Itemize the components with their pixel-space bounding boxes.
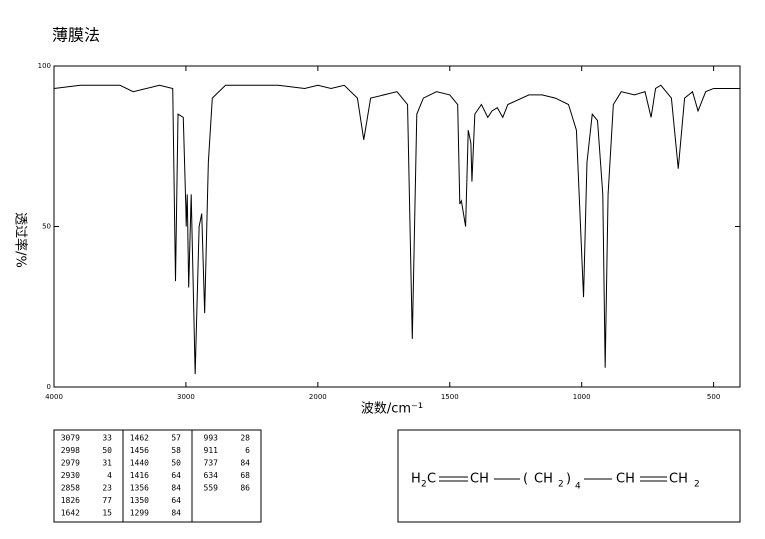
wavenumber: 737 [204,459,219,468]
wavenumber: 1462 [130,434,149,443]
wavenumber: 634 [204,471,219,480]
transmittance: 6 [245,446,250,455]
transmittance: 28 [240,434,250,443]
wavenumber: 1826 [61,496,80,505]
wavenumber: 1642 [61,509,80,518]
paren: ) [566,472,571,487]
transmittance: 33 [102,434,112,443]
x-axis-label: 波数/cm⁻¹ [361,402,423,417]
wavenumber: 3079 [61,434,80,443]
transmittance: 68 [240,471,250,480]
transmittance: 58 [171,446,181,455]
wavenumber: 1440 [130,459,149,468]
wavenumber: 1350 [130,496,149,505]
transmittance: 15 [102,509,112,518]
atom: H [411,472,421,487]
plot-frame [53,65,741,388]
peak-table-frame [53,429,262,523]
x-tick-label: 500 [707,393,720,401]
y-axis-label: 透过率/% [13,212,29,268]
x-tick-label: 1500 [441,393,459,401]
transmittance: 31 [102,459,112,468]
wavenumber: 559 [204,484,219,493]
wavenumber: 1416 [130,471,149,480]
x-tick-label: 2000 [309,393,327,401]
subscript: 2 [558,480,564,490]
y-tick-label: 0 [47,383,51,391]
wavenumber: 1299 [130,509,149,518]
wavenumber: 2979 [61,459,80,468]
chart-title: 薄膜法 [52,26,100,45]
x-tick-label: 3000 [177,393,195,401]
subscript: 4 [575,482,581,492]
wavenumber: 2998 [61,446,80,455]
paren: ( [523,472,528,487]
subscript: 2 [694,480,700,490]
y-tick-label: 50 [42,223,51,231]
transmittance: 50 [171,459,181,468]
transmittance: 84 [240,459,250,468]
transmittance: 4 [107,471,112,480]
group: CH [616,472,635,487]
wavenumber: 1456 [130,446,149,455]
y-tick-label: 100 [38,62,51,70]
group: CH [669,472,688,487]
transmittance: 64 [171,496,181,505]
structure-frame [397,429,741,523]
wavenumber: 911 [204,446,219,455]
wavenumber: 1356 [130,484,149,493]
wavenumber: 2858 [61,484,80,493]
transmittance: 86 [240,484,250,493]
wavenumber: 993 [204,434,219,443]
transmittance: 23 [102,484,112,493]
group: CH [470,472,489,487]
transmittance: 84 [171,484,181,493]
transmittance: 64 [171,471,181,480]
subscript: 2 [421,480,427,490]
atom: C [427,472,436,487]
structure-formula: H 2 C CH ( CH 2 ) 4 CH CH 2 [411,472,700,492]
group: CH [534,472,553,487]
transmittance: 84 [171,509,181,518]
spectrum-line [53,84,740,375]
wavenumber: 2930 [61,471,80,480]
transmittance: 77 [102,496,112,505]
x-tick-label: 1000 [573,393,591,401]
x-tick-label: 4000 [45,393,63,401]
transmittance: 50 [102,446,112,455]
transmittance: 57 [171,434,181,443]
